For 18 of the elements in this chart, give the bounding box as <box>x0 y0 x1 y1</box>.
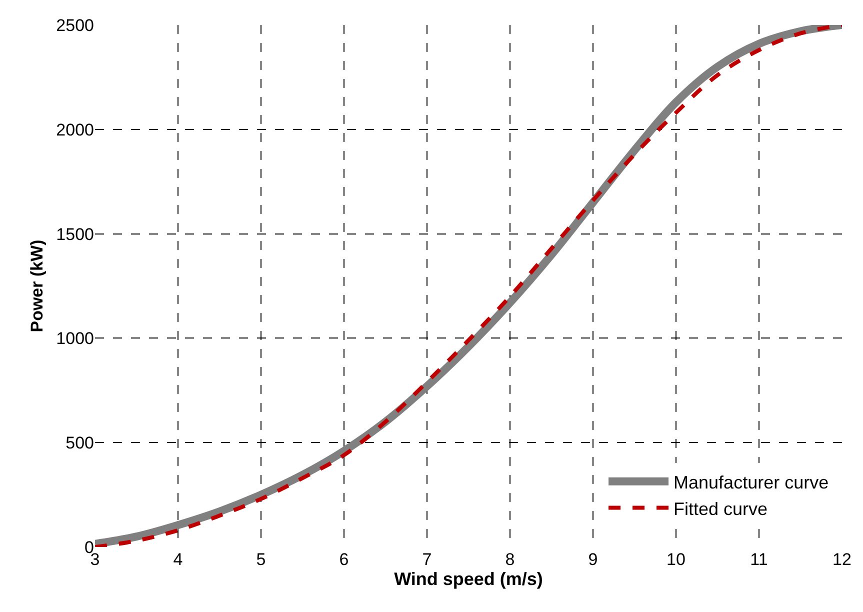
y-axis-title: Power (kW) <box>28 240 47 332</box>
x-tick-label: 5 <box>256 550 266 569</box>
x-tick-label: 7 <box>422 550 432 569</box>
y-tick-label: 2000 <box>56 120 94 140</box>
y-tick-label: 500 <box>66 434 94 453</box>
x-tick-label: 6 <box>339 550 349 569</box>
y-tick-label: 1000 <box>56 329 94 348</box>
x-tick-label: 8 <box>505 550 515 569</box>
x-tick-label: 11 <box>750 550 768 569</box>
legend-label: Manufacturer curve <box>674 472 829 492</box>
y-tick-label: 1500 <box>56 224 94 244</box>
x-tick-label: 12 <box>832 550 852 569</box>
x-tick-label: 4 <box>173 550 183 569</box>
y-tick-label: 2500 <box>56 16 94 35</box>
x-tick-label: 10 <box>666 550 686 569</box>
x-axis-title: Wind speed (m/s) <box>394 569 543 590</box>
x-tick-label: 9 <box>588 550 598 569</box>
legend-label: Fitted curve <box>674 498 768 519</box>
